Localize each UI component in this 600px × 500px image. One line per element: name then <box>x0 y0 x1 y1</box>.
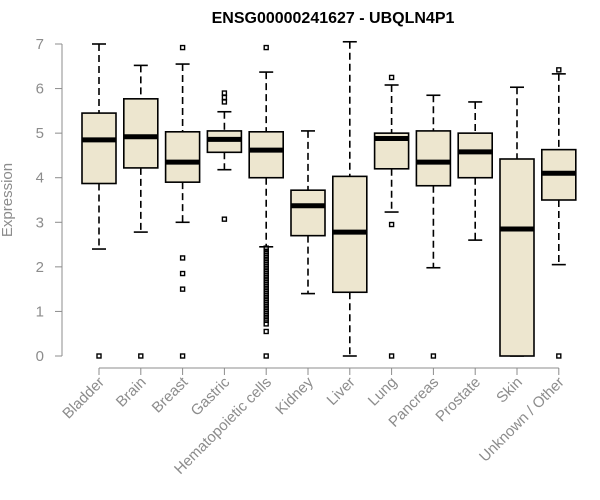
outlier-point <box>556 353 562 359</box>
y-tick-label: 4 <box>36 170 44 187</box>
y-tick-label: 3 <box>36 214 44 231</box>
box-brain <box>123 64 159 359</box>
box-breast <box>164 44 201 359</box>
chart-title: ENSG00000241627 - UBQLN4P1 <box>212 10 455 27</box>
outlier-point <box>388 221 395 228</box>
outlier-point <box>221 99 228 105</box>
y-tick-label: 7 <box>36 36 44 53</box>
outlier-point <box>263 353 269 359</box>
outlier-point <box>263 44 269 51</box>
outlier-point <box>556 67 562 73</box>
box-lung <box>373 74 410 359</box>
outlier-point <box>221 90 228 96</box>
box-liver <box>331 40 368 357</box>
x-tick-label: Lung <box>365 374 401 410</box>
x-tick-label: Kidney <box>272 373 317 418</box>
outlier-point <box>430 353 437 359</box>
outlier-point <box>96 353 102 359</box>
x-tick-label: Prostate <box>432 374 484 426</box>
x-tick-label: Brain <box>113 374 150 411</box>
y-tick-label: 1 <box>36 303 44 320</box>
outlier-point <box>388 353 395 359</box>
outlier-point <box>179 270 186 277</box>
box-pancreas <box>415 94 452 359</box>
box-unknown-other <box>540 67 577 359</box>
outlier-point <box>179 286 186 292</box>
y-tick-label: 0 <box>36 348 44 365</box>
box-iqr <box>499 158 535 357</box>
y-tick-label: 5 <box>36 125 44 142</box>
x-tick-label: Bladder <box>59 374 108 423</box>
box-gastric <box>206 90 243 222</box>
outlier-point <box>221 216 228 222</box>
outlier-point <box>179 44 186 51</box>
box-series <box>81 40 577 359</box>
y-tick-label: 2 <box>36 259 44 276</box>
box-iqr <box>415 130 452 187</box>
outlier-point <box>263 328 269 335</box>
x-tick-label: Liver <box>324 374 359 409</box>
outlier-point <box>179 353 186 359</box>
y-tick-label: 6 <box>36 81 44 98</box>
x-tick-label: Skin <box>493 374 526 407</box>
y-axis: 0 1 2 3 4 5 6 7 <box>36 36 63 365</box>
box-kidney <box>290 130 326 295</box>
box-iqr <box>123 98 159 169</box>
box-skin <box>499 86 535 357</box>
outlier-point <box>263 245 269 251</box>
x-tick-label: Breast <box>149 373 192 416</box>
outlier-point <box>138 353 144 359</box>
box-hematopoietic-cells <box>248 44 284 359</box>
box-iqr <box>81 112 117 185</box>
box-iqr <box>457 132 494 179</box>
box-bladder <box>81 43 117 359</box>
outlier-point <box>221 94 228 101</box>
y-axis-label: Expression <box>0 163 16 237</box>
box-iqr <box>290 189 326 237</box>
box-iqr <box>248 131 284 179</box>
box-prostate <box>457 101 494 241</box>
outlier-point <box>388 74 395 81</box>
outlier-point <box>179 255 186 261</box>
outlier-point <box>263 321 269 327</box>
box-iqr <box>164 131 201 183</box>
